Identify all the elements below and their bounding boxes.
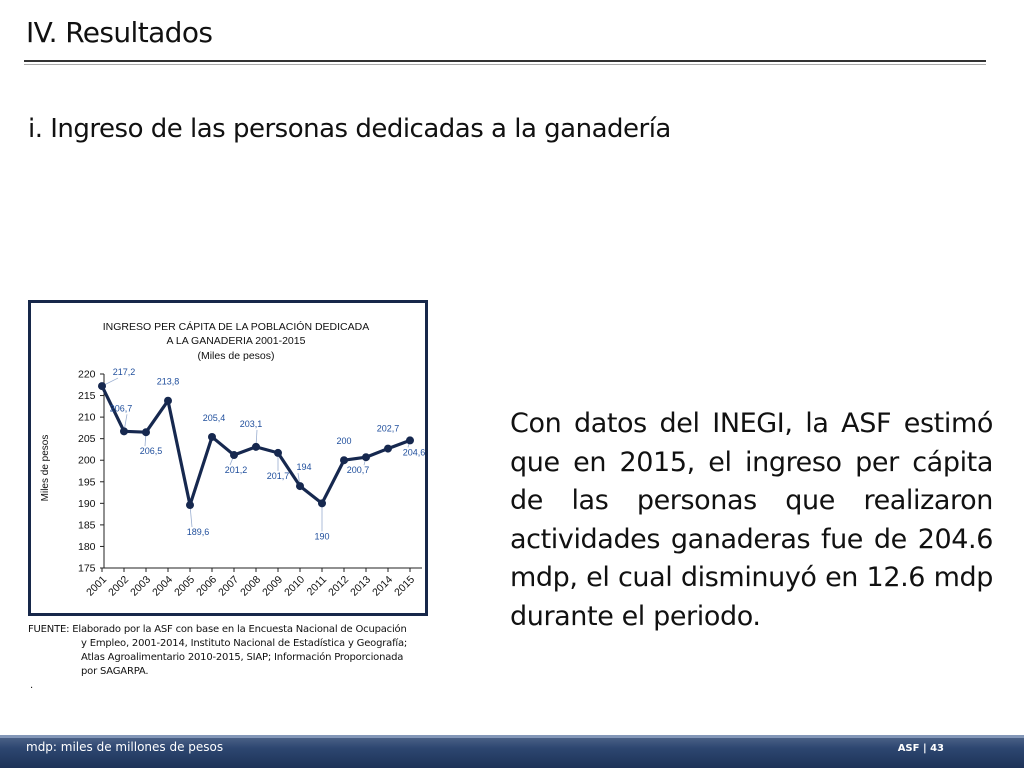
page-subtitle: i. Ingreso de las personas dedicadas a l…	[28, 114, 671, 144]
data-point	[384, 444, 392, 453]
summary-paragraph: Con datos del INEGI, la ASF estimó que e…	[510, 408, 993, 632]
data-point	[296, 482, 304, 491]
data-point	[164, 396, 172, 405]
data-points	[98, 382, 414, 510]
data-point	[274, 448, 282, 457]
trailing-mark: .	[30, 680, 34, 691]
data-label: 189,6	[187, 527, 210, 537]
data-label: 213,8	[157, 377, 180, 387]
y-tick-label: 215	[78, 390, 96, 402]
data-label: 202,7	[377, 424, 400, 434]
data-label: 204,6	[403, 447, 426, 457]
data-label: 203,1	[240, 419, 263, 429]
source-line-1: FUENTE: Elaborado por la ASF con base en…	[28, 624, 407, 635]
data-label: 206,7	[110, 403, 133, 413]
footer-note: mdp: miles de millones de pesos	[26, 740, 224, 754]
data-point	[340, 456, 348, 465]
x-tick-label: 2014	[370, 574, 395, 599]
data-label: 205,4	[203, 413, 226, 423]
x-tick-label: 2003	[128, 574, 153, 599]
data-label: 201,2	[225, 465, 248, 475]
page-number: ASF | 43	[897, 743, 944, 754]
y-tick-label: 190	[78, 498, 96, 510]
x-tick-label: 2004	[150, 574, 175, 599]
source-line-3: Atlas Agroalimentario 2010-2015, SIAP; I…	[81, 652, 404, 663]
x-tick-label: 2009	[260, 574, 285, 599]
source-note: FUENTE: Elaborado por la ASF con base en…	[28, 623, 429, 679]
x-tick-label: 2006	[194, 574, 219, 599]
income-line-chart: INGRESO PER CÁPITA DE LA POBLACIÓN DEDIC…	[40, 320, 426, 599]
x-tick-label: 2012	[326, 574, 351, 599]
section-title: IV. Resultados	[26, 16, 213, 49]
data-label: 217,2	[113, 367, 136, 377]
data-label: 200	[336, 436, 351, 446]
data-label: 206,5	[140, 446, 163, 456]
y-tick-label: 185	[78, 519, 96, 531]
footer-highlight	[0, 735, 1024, 738]
y-tick-label: 200	[78, 455, 96, 467]
data-point	[120, 427, 128, 436]
y-tick-label: 180	[78, 541, 96, 553]
x-tick-label: 2005	[172, 574, 197, 599]
data-labels: 217,2 206,7 206,5 213,8 189,6 205,4 201,2 203,1…	[110, 367, 426, 541]
y-tick-label: 195	[78, 476, 96, 488]
data-point	[186, 501, 194, 510]
y-tick-label: 210	[78, 412, 96, 424]
data-label: 194	[296, 462, 311, 472]
x-tick-label: 2011	[305, 574, 330, 599]
x-tick-label: 2002	[106, 574, 131, 599]
data-label: 201,7	[267, 471, 290, 481]
source-line-4: por SAGARPA.	[81, 666, 149, 677]
x-tick-label: 2007	[216, 574, 241, 599]
chart-title-line-2: A LA GANADERIA 2001-2015	[167, 335, 306, 347]
data-point	[142, 428, 150, 437]
footer-bar	[0, 735, 1024, 768]
data-point	[230, 451, 238, 460]
data-label: 190	[314, 531, 329, 541]
x-tick-label: 2010	[282, 574, 307, 599]
y-axis-label: Miles de pesos	[40, 435, 51, 502]
source-line-2: y Empleo, 2001-2014, Instituto Nacional …	[81, 638, 408, 649]
y-tick-label: 205	[78, 433, 96, 445]
x-tick-label: 2015	[392, 574, 417, 599]
data-point	[252, 442, 260, 451]
title-divider	[24, 60, 986, 62]
data-point	[98, 382, 106, 391]
x-tick-label: 2013	[348, 574, 373, 599]
y-tick-label: 175	[78, 563, 96, 575]
data-label: 200,7	[347, 465, 370, 475]
data-point	[318, 499, 326, 508]
title-divider-shadow	[24, 64, 986, 65]
data-point	[406, 436, 414, 445]
data-point	[362, 453, 370, 462]
x-tick-label: 2001	[84, 574, 109, 599]
chart-title-line-1: INGRESO PER CÁPITA DE LA POBLACIÓN DEDIC…	[103, 320, 369, 333]
y-tick-label: 220	[78, 369, 96, 381]
data-point	[208, 432, 216, 441]
chart-title-line-3: (Miles de pesos)	[197, 350, 274, 362]
x-tick-label: 2008	[238, 574, 263, 599]
